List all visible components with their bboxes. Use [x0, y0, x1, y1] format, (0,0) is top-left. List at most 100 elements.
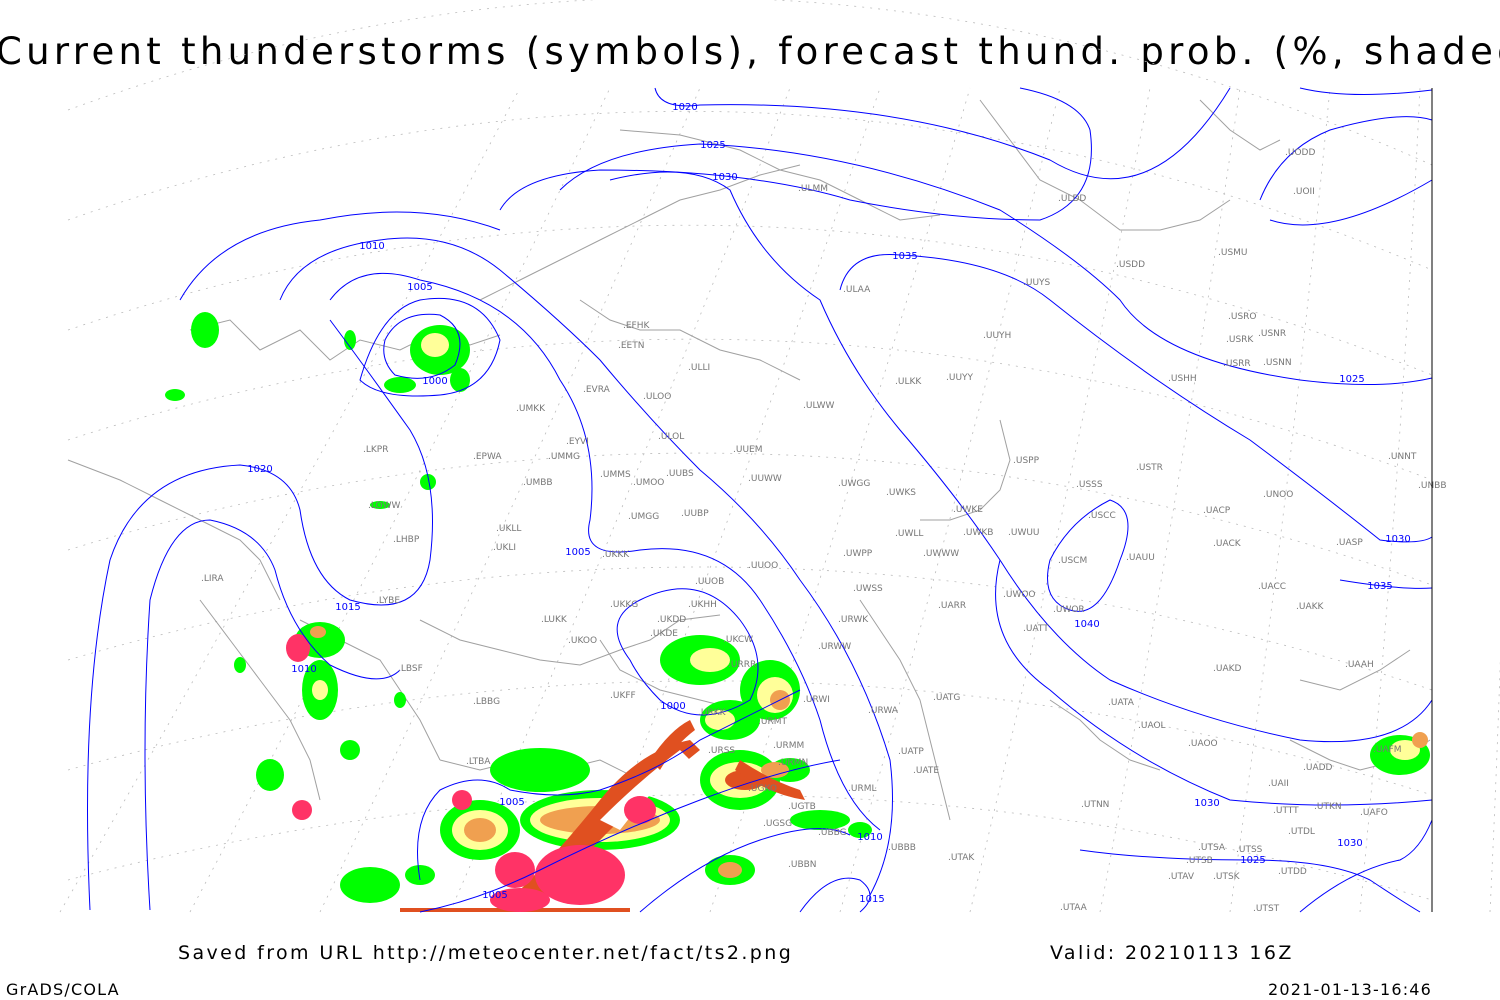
station-label: .USRO	[1228, 312, 1257, 322]
station-label: .LHBP	[393, 535, 420, 545]
isobar-line	[1079, 849, 1421, 913]
station-label: .UAAH	[1345, 660, 1374, 670]
coastline-segment	[67, 459, 281, 601]
parallel-line	[67, 794, 1433, 901]
station-label: .UKLI	[493, 543, 516, 553]
station-label: .ULDD	[1058, 194, 1086, 204]
station-label: .URWA	[868, 706, 899, 716]
station-label: .USCM	[1058, 556, 1087, 566]
isobar-line	[995, 559, 1433, 806]
station-label: .URWW	[818, 642, 851, 652]
isobar-label: 1010	[291, 664, 316, 675]
source-url-text: Saved from URL http://meteocenter.net/fa…	[178, 942, 794, 964]
station-label: .UAOO	[1188, 739, 1218, 749]
coastline-segment	[1049, 699, 1161, 771]
station-label: .UTTT	[1273, 806, 1299, 816]
isobar-line	[799, 877, 871, 913]
isobar-line	[1339, 579, 1433, 589]
station-label: .USSS	[1076, 480, 1103, 490]
isobar-line	[609, 171, 1433, 743]
station-label: .UTKN	[1314, 802, 1342, 812]
probability-area	[310, 626, 326, 638]
isobar-line	[279, 237, 893, 896]
meridian-line	[579, 87, 881, 913]
station-label: .UATA	[1108, 698, 1135, 708]
station-label: .UUWW	[748, 474, 782, 484]
station-label: .ULAA	[843, 285, 871, 295]
probability-area	[405, 865, 435, 885]
station-label: .UWGG	[838, 479, 870, 489]
station-label: .LOWW	[368, 501, 401, 511]
station-label: .UUBP	[681, 509, 709, 519]
station-label: .LBBG	[473, 697, 500, 707]
probability-area-very-high	[650, 720, 695, 770]
isobar-line	[1299, 819, 1433, 913]
station-label: .UTSS	[1236, 845, 1263, 855]
parallel-line	[67, 452, 1433, 586]
coastline-segment	[859, 599, 951, 821]
meridian-line	[189, 87, 611, 913]
station-label: .LIRA	[201, 574, 224, 584]
isobar-line	[179, 211, 501, 301]
probability-area	[790, 810, 850, 830]
station-label: .UWOR	[1053, 605, 1085, 615]
isobar-label: 1035	[1367, 581, 1392, 592]
station-label: .UKFF	[610, 691, 636, 701]
station-label: .UATE	[913, 766, 939, 776]
station-label: .EFHK	[623, 321, 650, 331]
station-label: .UKCW	[723, 635, 753, 645]
station-label: .USRK	[1226, 335, 1254, 345]
probability-area	[450, 368, 470, 392]
station-label: .UTAA	[1060, 903, 1088, 913]
station-label: .USMU	[1218, 248, 1248, 258]
isobar-label: 1005	[565, 547, 590, 558]
isobars	[87, 87, 1433, 913]
station-label: .USNR	[1258, 329, 1286, 339]
station-label: .UMBB	[523, 478, 553, 488]
station-label: .URSS	[708, 746, 735, 756]
station-label: .UMGG	[628, 512, 659, 522]
probability-area	[705, 710, 735, 730]
isobar-line	[839, 253, 1433, 543]
station-label: .UKHH	[688, 600, 717, 610]
probability-area	[165, 389, 185, 401]
isobar-line	[559, 143, 1433, 386]
meridian-line	[1359, 87, 1421, 913]
station-label: .UTDL	[1288, 827, 1315, 837]
station-label: .USTR	[1136, 463, 1163, 473]
probability-area	[420, 474, 436, 490]
thunderstorm-symbol-cluster	[495, 852, 535, 888]
station-label: .LBSF	[398, 664, 423, 674]
isobar-line	[654, 87, 1231, 180]
probability-area	[384, 377, 416, 393]
thunderstorm-symbol-cluster	[286, 634, 310, 662]
meridian-line	[319, 87, 701, 913]
probability-area	[256, 759, 284, 791]
station-label: .UBBN	[788, 860, 817, 870]
station-label: .UWWW	[923, 549, 959, 559]
station-label: .UWKE	[953, 505, 983, 515]
station-label: .UATP	[898, 747, 924, 757]
thunderstorm-symbol-cluster	[452, 790, 472, 810]
station-label: .URMM	[773, 741, 804, 751]
station-label: .UODD	[1285, 148, 1315, 158]
station-label: .UWLL	[895, 529, 923, 539]
station-label: .UACC	[1258, 582, 1286, 592]
station-label: .UADD	[1303, 763, 1333, 773]
station-label: .LUKK	[541, 615, 568, 625]
station-label: .UKKK	[602, 550, 630, 560]
station-label: .LTBA	[466, 757, 491, 767]
probability-area	[394, 692, 406, 708]
station-label: .UGSG	[763, 819, 792, 829]
isobar-line	[87, 319, 433, 911]
isobar-label: 1005	[499, 797, 524, 808]
station-label: .UUYY	[946, 373, 974, 383]
probability-area	[370, 501, 390, 509]
station-label: .ULLI	[688, 363, 710, 373]
isobar-label: 1030	[1337, 838, 1362, 849]
station-label: .USPP	[1013, 456, 1040, 466]
isobar-label: 1010	[857, 832, 882, 843]
isobar-label: 1005	[407, 282, 432, 293]
isobar-labels: 1020 1025 1030 1035 1010 1005 1000 1020 1015 1010…	[247, 102, 1410, 905]
isobar-label: 1025	[700, 140, 725, 151]
